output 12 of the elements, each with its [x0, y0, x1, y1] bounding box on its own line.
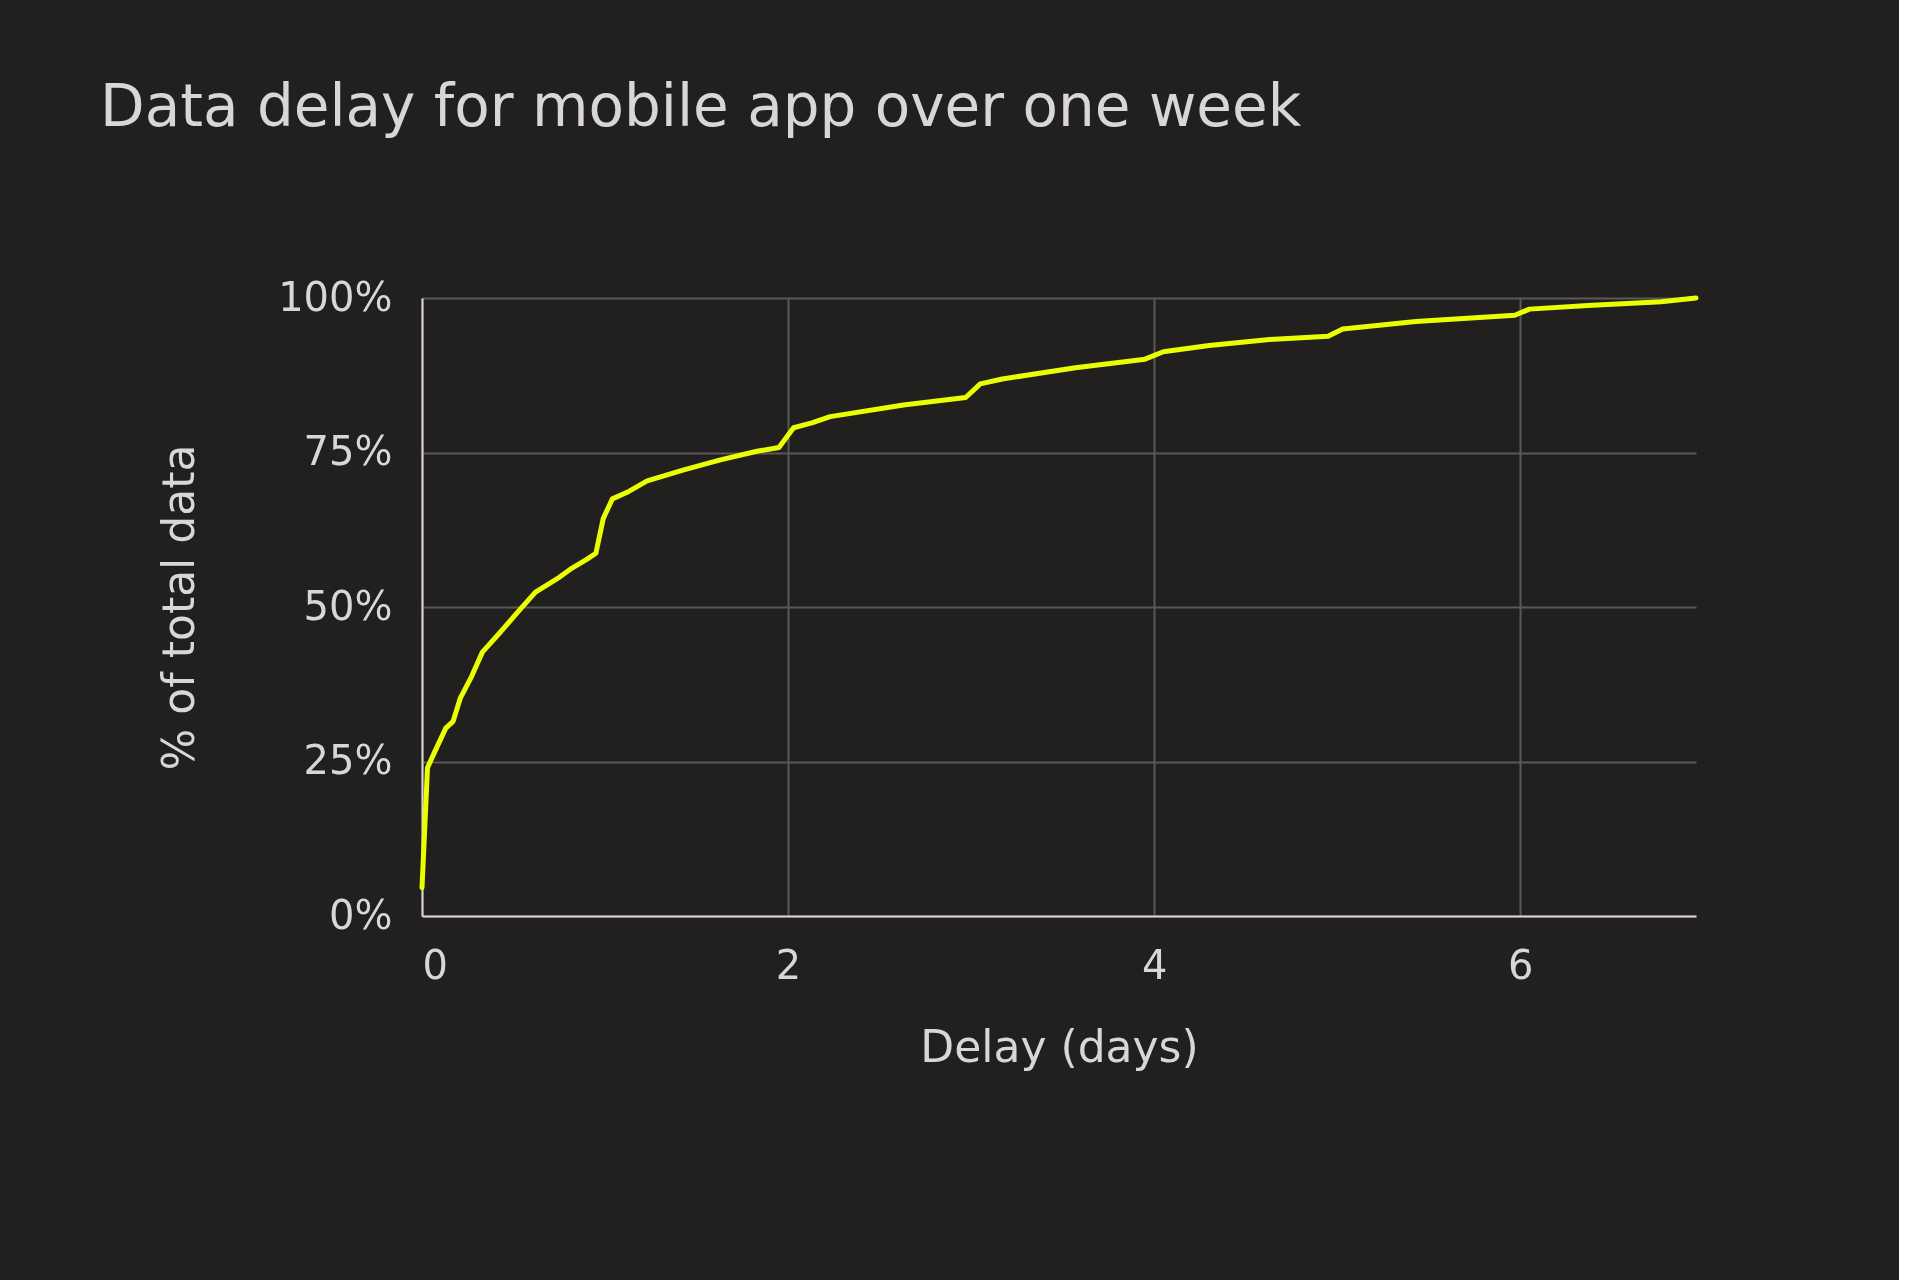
x-tick-label: 6 — [1508, 941, 1534, 988]
y-tick-label: 75% — [303, 428, 393, 474]
x-axis-title: Delay (days) — [920, 1020, 1199, 1072]
x-tick-label: 2 — [775, 941, 802, 988]
y-tick-label: 50% — [303, 582, 393, 629]
y-tick-label: 100% — [278, 273, 393, 320]
y-tick-label: 0% — [329, 891, 393, 938]
y-tick-label: 25% — [303, 737, 393, 783]
x-tick-label: 0 — [422, 941, 448, 988]
x-tick-label: 4 — [1141, 941, 1168, 988]
y-axis-title: % of total data — [153, 444, 205, 771]
chart-title: Data delay for mobile app over one week — [100, 72, 1302, 140]
